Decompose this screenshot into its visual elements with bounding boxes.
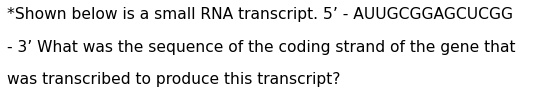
- Text: was transcribed to produce this transcript?: was transcribed to produce this transcri…: [7, 72, 341, 87]
- Text: *Shown below is a small RNA transcript. 5’ - AUUGCGGAGCUCGG: *Shown below is a small RNA transcript. …: [7, 7, 513, 22]
- Text: - 3’ What was the sequence of the coding strand of the gene that: - 3’ What was the sequence of the coding…: [7, 40, 516, 55]
